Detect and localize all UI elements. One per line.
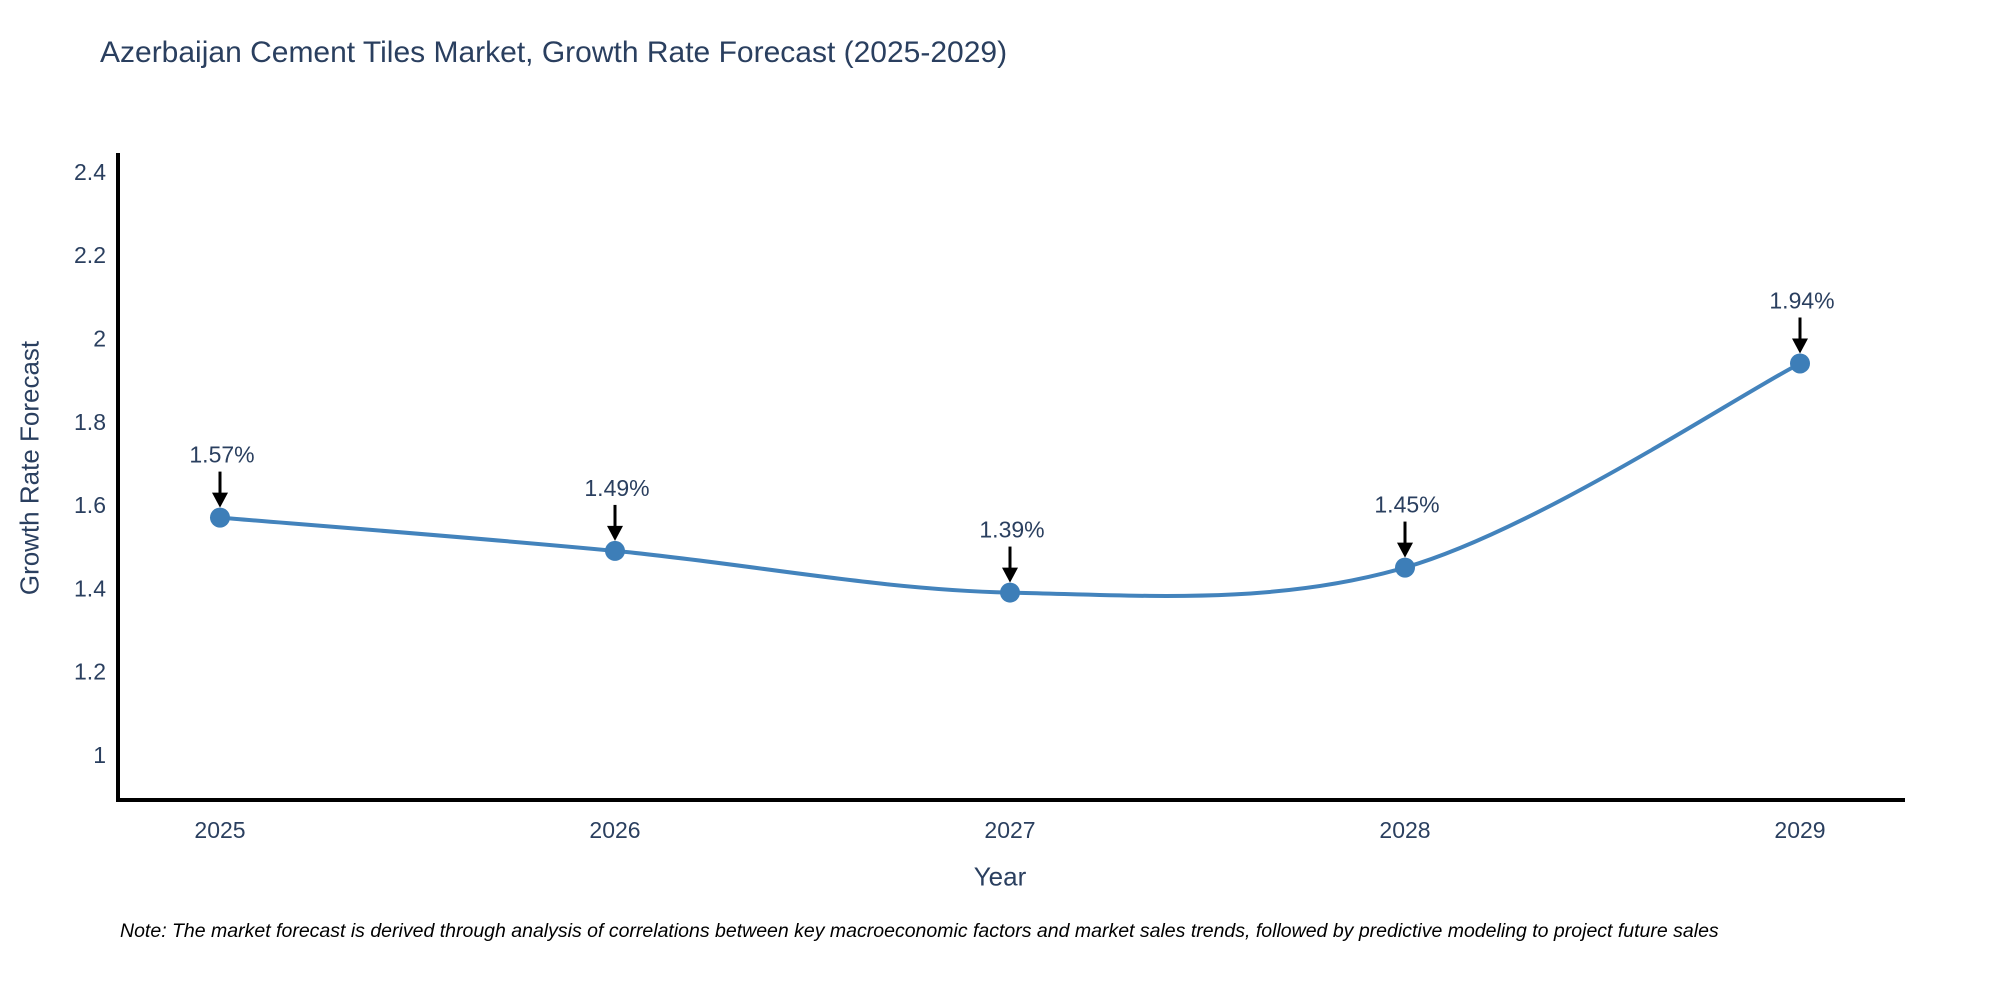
y-tick-label: 1.6 bbox=[74, 492, 106, 518]
data-point-value-label: 1.49% bbox=[584, 475, 649, 501]
data-point-marker[interactable] bbox=[1000, 582, 1020, 603]
data-point-marker[interactable] bbox=[1790, 353, 1810, 374]
y-axis-title: Growth Rate Forecast bbox=[14, 340, 45, 596]
data-point-value-label: 1.39% bbox=[979, 517, 1044, 543]
annotation-arrowhead-icon bbox=[212, 492, 228, 508]
y-tick-label: 2.2 bbox=[74, 242, 106, 268]
data-point-value-label: 1.57% bbox=[189, 442, 254, 468]
y-tick-label: 1.8 bbox=[74, 409, 106, 435]
x-axis-title: Year bbox=[973, 861, 1027, 892]
y-tick-label: 1.2 bbox=[74, 659, 106, 685]
chart-title: Azerbaijan Cement Tiles Market, Growth R… bbox=[100, 36, 1008, 69]
x-tick-label: 2025 bbox=[194, 817, 245, 843]
annotation-arrowhead-icon bbox=[607, 525, 623, 541]
annotation-arrowhead-icon bbox=[1397, 542, 1413, 558]
y-tick-label: 1 bbox=[93, 742, 106, 768]
x-tick-label: 2029 bbox=[1774, 817, 1825, 843]
data-point-marker[interactable] bbox=[210, 507, 230, 528]
y-tick-label: 2 bbox=[93, 326, 106, 352]
data-point-value-label: 1.45% bbox=[1374, 492, 1439, 518]
x-tick-label: 2026 bbox=[589, 817, 640, 843]
x-tick-label: 2027 bbox=[984, 817, 1035, 843]
data-point-marker[interactable] bbox=[1395, 557, 1415, 578]
footnote: Note: The market forecast is derived thr… bbox=[120, 920, 1719, 942]
annotation-arrowhead-icon bbox=[1792, 338, 1808, 354]
annotation-arrowhead-icon bbox=[1002, 567, 1018, 583]
y-tick-label: 2.4 bbox=[74, 159, 106, 185]
data-point-marker[interactable] bbox=[605, 540, 625, 561]
data-point-value-label: 1.94% bbox=[1769, 287, 1834, 313]
y-tick-label: 1.4 bbox=[74, 575, 106, 601]
x-tick-label: 2028 bbox=[1379, 817, 1430, 843]
